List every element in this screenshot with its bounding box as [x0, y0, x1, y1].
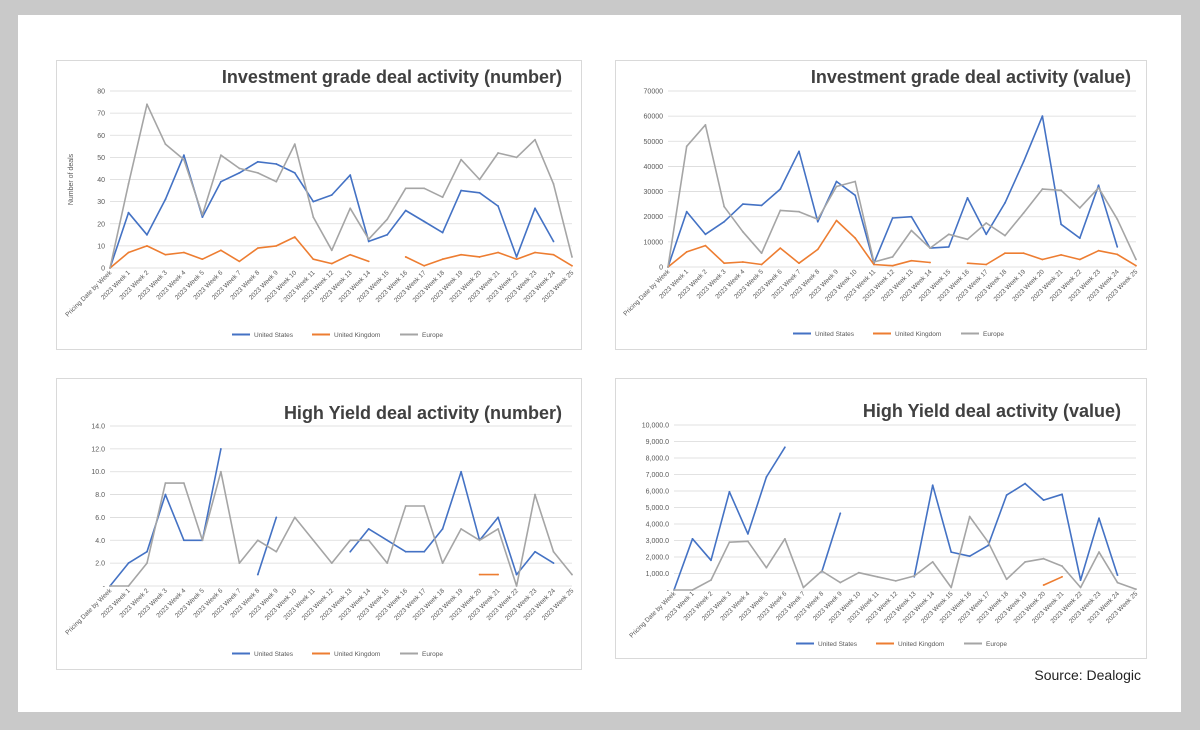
y-axis-label: Number of deals: [68, 153, 75, 205]
y-tick-label: 10: [97, 243, 105, 250]
y-tick-label: 3,000.0: [646, 538, 669, 545]
y-tick-label: 20: [97, 221, 105, 228]
y-tick-label: 10.0: [91, 469, 105, 476]
y-tick-label: 70: [97, 111, 105, 118]
series-line: [821, 513, 842, 573]
series-united-states: [673, 446, 1119, 591]
source-note: Source: Dealogic: [1034, 667, 1141, 683]
series-line: [109, 236, 369, 269]
ig-number-chart-svg: Investment grade deal activity (number) 0…: [64, 67, 575, 339]
legend-label: United Kingdom: [334, 651, 380, 658]
legend-label: United States: [818, 641, 858, 648]
series-europe: [109, 103, 573, 269]
series-line: [673, 446, 786, 591]
ig-value-chart-svg: Investment grade deal activity (value) 0 1…: [622, 67, 1139, 338]
y-tick-label: 4.0: [95, 538, 105, 545]
legend: United States United Kingdom Europe: [232, 651, 443, 658]
series-line: [349, 470, 554, 576]
y-tick-label: 8,000.0: [646, 456, 669, 463]
y-tick-label: 80: [97, 89, 105, 96]
legend-label: United States: [254, 332, 294, 339]
legend-label: United States: [815, 331, 855, 338]
series-line: [667, 115, 1119, 268]
y-tick-label: 12.0: [91, 446, 105, 453]
y-tick-label: 30: [97, 199, 105, 206]
y-tick-label: 2,000.0: [646, 555, 669, 562]
y-tick-label: 60000: [644, 114, 664, 121]
legend-label: Europe: [422, 651, 443, 658]
ig-number-chart: Investment grade deal activity (number) 0…: [56, 60, 582, 350]
legend: United States United Kingdom Europe: [232, 332, 443, 339]
series-line: [667, 124, 1137, 268]
series-europe: [673, 515, 1137, 591]
legend-label: United States: [254, 651, 294, 658]
y-tick-label: 9,000.0: [646, 439, 669, 446]
series-united-kingdom: [478, 573, 499, 576]
series-line: [405, 251, 573, 267]
report-canvas: Investment grade deal activity (number) 0…: [18, 15, 1181, 712]
y-tick-label: 70000: [644, 89, 664, 96]
y-tick-label: 14.0: [91, 424, 105, 431]
series-europe: [109, 470, 573, 587]
y-tick-label: 30000: [644, 189, 664, 196]
legend-label: Europe: [986, 641, 1007, 648]
series-line: [1043, 576, 1063, 586]
series-europe: [667, 124, 1137, 268]
series-line: [109, 154, 555, 269]
chart-title: High Yield deal activity (value): [863, 401, 1121, 421]
legend: United States United Kingdom Europe: [796, 641, 1007, 648]
y-tick-label: 0: [101, 266, 105, 273]
hy-value-chart-svg: High Yield deal activity (value) - 1,000.0…: [628, 401, 1139, 648]
series-united-states: [109, 154, 555, 269]
y-tick-label: 40: [97, 177, 105, 184]
hy-number-chart: High Yield deal activity (number) - 2.0 4.0…: [56, 378, 582, 670]
y-tick-label: 4,000.0: [646, 522, 669, 529]
series-line: [109, 103, 573, 269]
series-line: [913, 482, 1119, 581]
y-tick-label: 2.0: [95, 561, 105, 568]
y-tick-label: 0: [659, 265, 663, 272]
chart-title: Investment grade deal activity (number): [222, 67, 562, 87]
hy-value-chart: High Yield deal activity (value) - 1,000.0…: [615, 378, 1147, 659]
y-tick-label: 50: [97, 155, 105, 162]
y-tick-label: -: [667, 588, 670, 595]
legend-label: Europe: [983, 331, 1004, 338]
hy-number-chart-svg: High Yield deal activity (number) - 2.0 4.0…: [64, 403, 575, 658]
y-tick-label: 20000: [644, 214, 664, 221]
legend: United States United Kingdom Europe: [793, 331, 1004, 338]
y-tick-label: 60: [97, 133, 105, 140]
series-line: [674, 515, 1137, 591]
legend-label: Europe: [422, 332, 443, 339]
series-line: [110, 470, 573, 587]
y-tick-label: 50000: [644, 139, 664, 146]
y-tick-label: 10000: [644, 239, 664, 246]
ig-value-chart: Investment grade deal activity (value) 0 1…: [615, 60, 1147, 350]
y-tick-label: 1,000.0: [646, 571, 669, 578]
chart-title: High Yield deal activity (number): [284, 403, 562, 423]
series-united-kingdom: [1042, 575, 1063, 586]
series-united-kingdom: [667, 219, 1137, 268]
series-united-kingdom: [109, 236, 573, 269]
y-tick-label: 6,000.0: [646, 489, 669, 496]
y-tick-label: 40000: [644, 164, 664, 171]
chart-title: Investment grade deal activity (value): [811, 67, 1131, 87]
y-tick-label: 6.0: [95, 515, 105, 522]
y-tick-label: 8.0: [95, 492, 105, 499]
series-line: [667, 219, 931, 268]
y-tick-label: 10,000.0: [642, 423, 669, 430]
legend-label: United Kingdom: [895, 331, 941, 338]
legend-label: United Kingdom: [334, 332, 380, 339]
legend-label: United Kingdom: [898, 641, 944, 648]
series-line: [967, 249, 1137, 267]
y-tick-label: 7,000.0: [646, 472, 669, 479]
y-tick-label: -: [103, 584, 106, 591]
y-tick-label: 5,000.0: [646, 505, 669, 512]
